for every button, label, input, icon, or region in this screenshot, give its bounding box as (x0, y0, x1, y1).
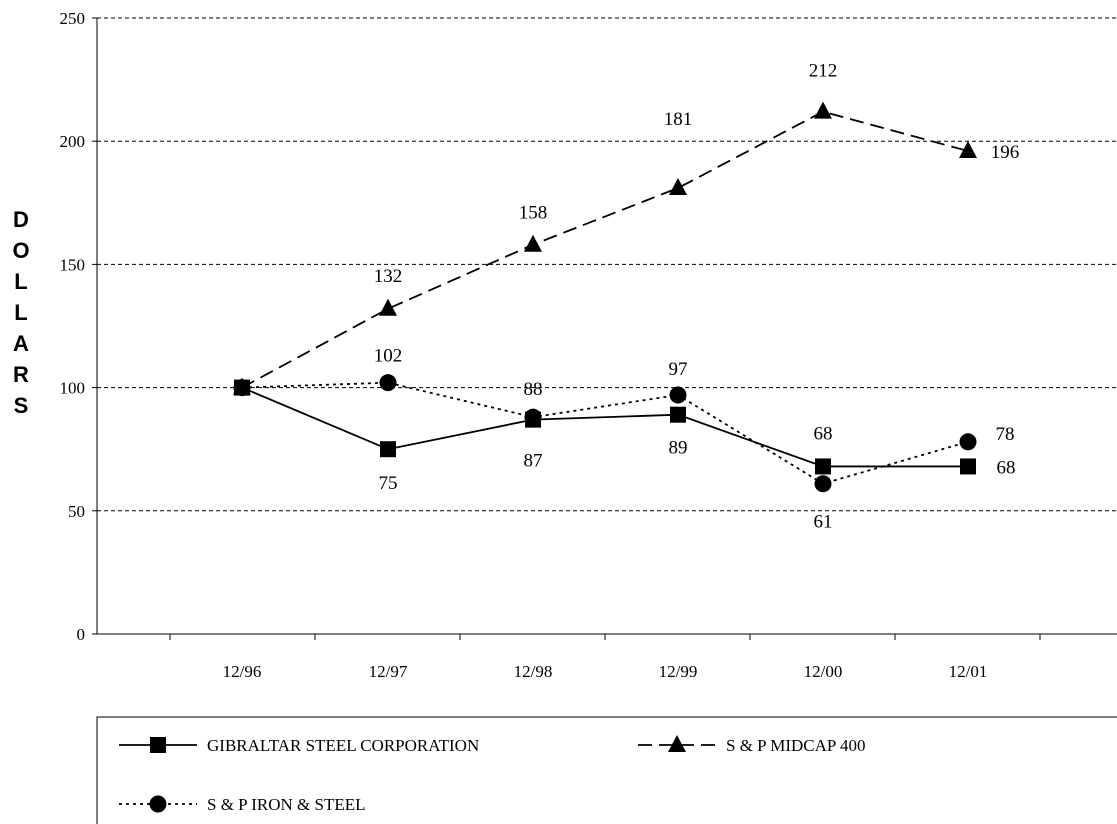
y-tick-label: 100 (60, 379, 86, 398)
legend-marker-s-p-iron-steel (149, 795, 167, 813)
data-label-s-p-midcap-400: 181 (664, 109, 693, 130)
legend-marker-s-p-midcap-400 (668, 735, 686, 752)
data-point-s-p-midcap-400 (524, 234, 542, 252)
data-point-s-p-midcap-400 (814, 101, 832, 119)
x-tick-label: 12/01 (949, 662, 988, 681)
series-group (233, 101, 977, 493)
y-axis-label-letter: A (13, 331, 29, 356)
y-tick-label: 200 (60, 132, 86, 151)
y-tick-label: 0 (77, 625, 86, 644)
data-point-s-p-iron-steel (233, 379, 251, 397)
legend: GIBRALTAR STEEL CORPORATION S & P MIDCAP … (96, 716, 1117, 824)
data-label-gibraltar-steel-corporation: 87 (524, 451, 543, 472)
data-point-s-p-midcap-400 (669, 178, 687, 196)
data-label-s-p-iron-steel: 78 (996, 424, 1015, 445)
axes (92, 17, 1117, 640)
data-point-gibraltar-steel-corporation (380, 441, 396, 458)
legend-box (96, 716, 1117, 824)
data-labels: 75 87 89 68 68 132 158 181 212 196 102 88 97 61 78 (374, 61, 1020, 533)
data-label-s-p-midcap-400: 158 (519, 203, 548, 224)
data-label-s-p-midcap-400: 196 (991, 142, 1020, 163)
x-tick-labels: 12/96 12/97 12/98 12/99 12/00 12/01 (223, 662, 988, 681)
data-label-gibraltar-steel-corporation: 75 (379, 473, 398, 494)
data-label-s-p-midcap-400: 132 (374, 266, 403, 287)
legend-label-s-p-iron-steel: S & P IRON & STEEL (207, 795, 366, 814)
series-line-gibraltar-steel-corporation (241, 386, 968, 468)
legend-label-gibraltar-steel-corporation: GIBRALTAR STEEL CORPORATION (207, 736, 479, 755)
y-tick-label: 150 (60, 255, 86, 274)
data-label-s-p-iron-steel: 102 (374, 346, 403, 367)
y-axis-label-letter: R (13, 362, 29, 387)
data-label-gibraltar-steel-corporation: 68 (997, 457, 1016, 478)
x-tick-label: 12/00 (804, 662, 843, 681)
x-tick-label: 12/99 (659, 662, 698, 681)
series-line-s-p-midcap-400 (241, 110, 969, 389)
data-label-gibraltar-steel-corporation: 89 (669, 438, 688, 459)
y-axis-label-letter: O (12, 238, 29, 263)
data-point-gibraltar-steel-corporation (815, 458, 831, 475)
y-tick-label: 250 (60, 9, 86, 28)
data-point-gibraltar-steel-corporation (960, 458, 976, 475)
y-axis-label-letter: L (14, 300, 27, 325)
data-label-s-p-iron-steel: 88 (524, 379, 543, 400)
data-point-s-p-iron-steel (814, 475, 832, 493)
x-tick-label: 12/98 (514, 662, 553, 681)
x-tick-label: 12/96 (223, 662, 262, 681)
y-axis-label-letter: L (14, 269, 27, 294)
y-axis-label-letter: S (14, 393, 29, 418)
legend-marker-gibraltar-steel-corporation (150, 737, 166, 753)
data-point-s-p-iron-steel (379, 374, 397, 392)
data-point-s-p-iron-steel (524, 408, 542, 426)
data-point-s-p-iron-steel (959, 433, 977, 451)
data-point-s-p-iron-steel (669, 386, 687, 404)
data-point-gibraltar-steel-corporation (670, 406, 686, 423)
x-tick-label: 12/97 (369, 662, 408, 681)
data-label-gibraltar-steel-corporation: 68 (814, 423, 833, 444)
legend-label-s-p-midcap-400: S & P MIDCAP 400 (726, 736, 866, 755)
y-axis-label-letter: D (13, 207, 29, 232)
data-point-s-p-midcap-400 (959, 141, 977, 159)
data-point-s-p-midcap-400 (379, 298, 397, 316)
data-label-s-p-iron-steel: 97 (669, 359, 688, 380)
gridlines (97, 17, 1117, 512)
data-label-s-p-iron-steel: 61 (814, 512, 833, 533)
y-tick-labels: 0 50 100 150 200 250 (60, 9, 86, 644)
series-line-s-p-iron-steel (241, 381, 969, 485)
data-label-s-p-midcap-400: 212 (809, 61, 838, 82)
y-tick-label: 50 (68, 502, 85, 521)
